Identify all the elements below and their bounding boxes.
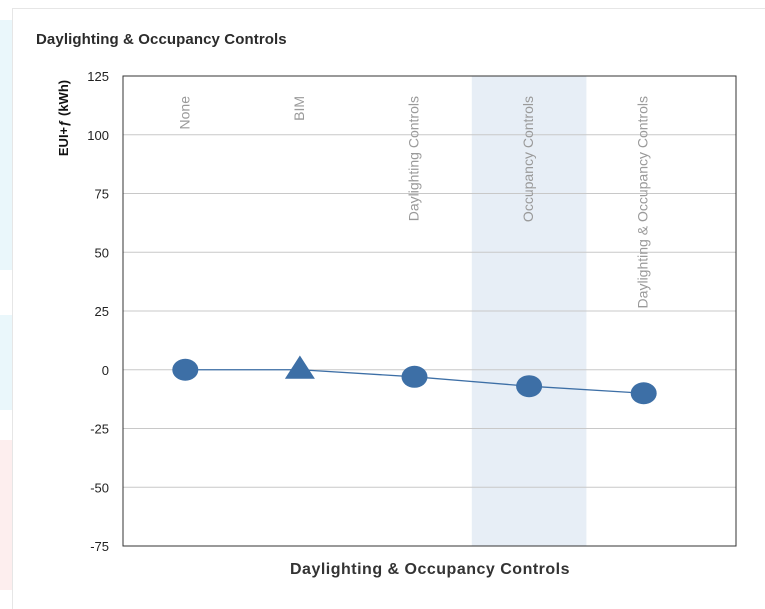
panel-title: Daylighting & Occupancy Controls (36, 31, 287, 48)
plot-area (122, 75, 737, 547)
category-label: BIM (291, 96, 307, 121)
background-strip (0, 315, 12, 410)
data-point (401, 365, 428, 388)
background-strip (0, 20, 12, 270)
y-tick-label: 25 (95, 304, 109, 319)
x-axis-title: Daylighting & Occupancy Controls (290, 561, 570, 578)
data-point (630, 382, 657, 405)
category-label: None (176, 96, 192, 130)
category-label: Daylighting Controls (406, 96, 422, 221)
y-tick-label: 75 (95, 187, 109, 202)
category-label: Occupancy Controls (520, 96, 536, 222)
y-tick-label: 0 (102, 363, 109, 378)
data-point (172, 358, 199, 381)
y-tick-label: 50 (95, 245, 109, 260)
chart-panel (12, 8, 765, 609)
y-tick-label: -25 (90, 422, 109, 437)
y-tick-label: -75 (90, 539, 109, 554)
category-label: Daylighting & Occupancy Controls (635, 96, 651, 308)
y-tick-label: -50 (90, 480, 109, 495)
y-tick-label: 125 (87, 69, 109, 84)
y-tick-label: 100 (87, 128, 109, 143)
data-point-triangle (284, 355, 315, 379)
background-strip (0, 440, 12, 590)
data-point (516, 375, 543, 398)
y-axis-title: EUI+ƒ (kWh) (56, 80, 71, 156)
